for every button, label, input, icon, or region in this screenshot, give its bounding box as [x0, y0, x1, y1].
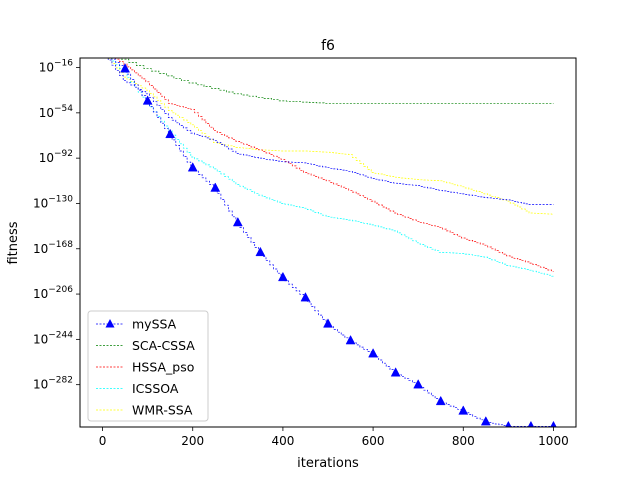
series-point-myssa — [505, 420, 512, 427]
y-tick-base: 10 — [33, 287, 48, 301]
chart-title: f6 — [321, 38, 335, 54]
y-tick-exponent: −54 — [54, 104, 73, 114]
y-tick-base: 10 — [33, 242, 48, 256]
x-tick-label: 400 — [271, 434, 294, 448]
y-tick-base: 10 — [33, 378, 48, 392]
series-point-myssa — [277, 271, 288, 282]
series-point-myssa — [210, 182, 221, 192]
y-tick-exponent: −206 — [48, 285, 73, 295]
x-tick-label: 1000 — [538, 434, 569, 448]
y-tick-label: 10−92 — [39, 149, 73, 165]
y-tick-base: 10 — [39, 151, 54, 165]
series-point-myssa — [323, 318, 333, 328]
y-tick-label: 10−16 — [39, 59, 74, 75]
y-tick-base: 10 — [39, 61, 54, 75]
x-tick-label: 200 — [181, 434, 204, 448]
legend-label-icssoa: ICSSOA — [132, 381, 179, 396]
series-point-myssa — [255, 246, 266, 257]
y-tick-label: 10−282 — [33, 376, 73, 392]
series-point-myssa — [435, 395, 446, 406]
series-point-myssa — [142, 95, 153, 105]
x-axis-label: iterations — [297, 456, 359, 471]
y-tick-label: 10−206 — [33, 285, 73, 301]
y-tick-label: 10−244 — [33, 330, 73, 346]
legend-label-hssa-pso: HSSA_pso — [132, 360, 194, 375]
x-tick-label: 800 — [452, 434, 475, 448]
y-tick-base: 10 — [39, 106, 54, 120]
y-tick-label: 10−54 — [39, 104, 74, 120]
y-tick-exponent: −168 — [48, 240, 73, 250]
legend-label-sca-cssa: SCA-CSSA — [132, 338, 195, 353]
series-point-myssa — [187, 162, 198, 172]
series-line-icssoa — [111, 58, 554, 277]
series-point-myssa — [120, 63, 131, 73]
legend: mySSA SCA-CSSA HSSA_pso ICSSOA WMR-SSA — [87, 310, 209, 422]
series-line-hssa-pso — [115, 58, 554, 272]
series-point-myssa — [480, 416, 491, 426]
plot-area-frame — [79, 57, 577, 428]
legend-label-wmr-ssa: WMR-SSA — [132, 403, 193, 418]
series-point-myssa — [413, 379, 424, 389]
series-point-myssa — [527, 420, 535, 427]
x-axis: 0 200 400 600 800 1000 — [99, 427, 569, 448]
series-point-myssa — [165, 128, 176, 139]
y-tick-base: 10 — [33, 196, 48, 210]
y-tick-label: 10−168 — [33, 240, 73, 256]
series-point-myssa — [345, 335, 356, 345]
series-point-myssa — [232, 216, 243, 227]
series-point-myssa — [300, 292, 311, 302]
y-tick-exponent: −282 — [48, 376, 73, 386]
legend-label-myssa: mySSA — [132, 317, 177, 332]
series-line-companion — [107, 58, 554, 205]
y-tick-exponent: −92 — [54, 149, 73, 159]
y-tick-label: 10−130 — [33, 194, 73, 210]
series-line-wmr-ssa — [107, 58, 554, 215]
series-point-myssa — [390, 367, 401, 377]
y-axis: 10−1610−5410−9210−13010−16810−20610−2441… — [33, 59, 80, 392]
series-point-myssa — [368, 348, 379, 358]
y-tick-base: 10 — [33, 332, 48, 346]
y-tick-exponent: −244 — [48, 330, 73, 340]
x-tick-label: 600 — [362, 434, 385, 448]
series-point-myssa — [550, 420, 557, 427]
legend-box — [87, 310, 209, 422]
series-line-sca-cssa — [120, 58, 554, 104]
x-tick-label: 0 — [99, 434, 107, 448]
y-tick-exponent: −16 — [54, 59, 73, 69]
y-tick-exponent: −130 — [48, 194, 73, 204]
legend-marker-myssa — [105, 319, 115, 328]
series-point-myssa — [458, 405, 469, 415]
y-axis-label: fitness — [6, 221, 21, 264]
